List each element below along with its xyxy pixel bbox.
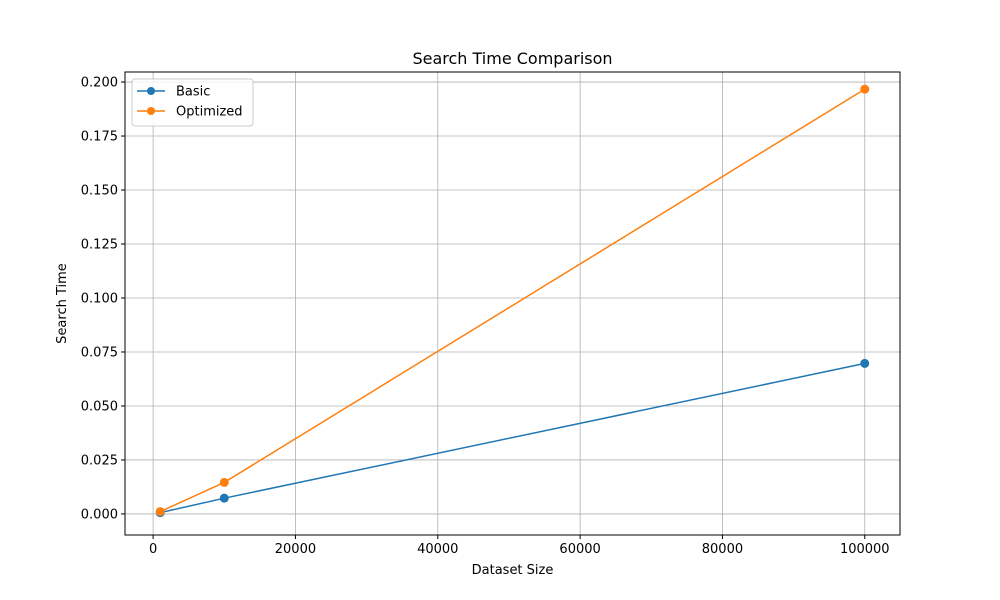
data-point-basic	[860, 358, 870, 368]
data-point-basic	[219, 493, 229, 503]
legend-label-optimized: Optimized	[176, 105, 243, 120]
y-tick-label: 0.125	[81, 238, 118, 253]
legend-items: Basic Optimized	[137, 85, 243, 120]
y-tick-label: 0.025	[81, 453, 118, 468]
x-tick-label: 40000	[417, 542, 458, 557]
legend: Basic Optimized	[131, 78, 254, 127]
y-axis-label: Search Time	[55, 263, 70, 344]
chart-title: Search Time Comparison	[412, 49, 612, 68]
y-tick-label: 0.200	[81, 76, 118, 91]
data-point-optimized	[219, 477, 229, 487]
y-tick-label: 0.175	[81, 130, 118, 145]
x-axis-label: Dataset Size	[472, 563, 554, 578]
x-tick-label: 100000	[840, 542, 890, 557]
legend-marker-optimized	[147, 107, 155, 115]
axis-ticks: 0 20000 40000 60000 80000 100000 0.000 0.025 0.0…	[81, 76, 890, 557]
x-tick-label: 80000	[702, 542, 743, 557]
legend-label-basic: Basic	[176, 85, 210, 100]
grid-lines	[125, 72, 900, 535]
x-tick-label: 20000	[275, 542, 316, 557]
data-point-optimized	[155, 507, 165, 517]
y-tick-label: 0.150	[81, 184, 118, 199]
y-tick-label: 0.100	[81, 291, 118, 306]
y-tick-label: 0.075	[81, 345, 118, 360]
y-tick-label: 0.050	[81, 399, 118, 414]
x-tick-label: 60000	[559, 542, 600, 557]
data-point-optimized	[860, 84, 870, 94]
series-layer	[155, 84, 870, 518]
x-tick-label: 0	[149, 542, 157, 557]
y-tick-label: 0.000	[81, 507, 118, 522]
legend-marker-basic	[147, 87, 155, 95]
plot-area	[125, 72, 900, 535]
plot-frame	[124, 71, 901, 536]
